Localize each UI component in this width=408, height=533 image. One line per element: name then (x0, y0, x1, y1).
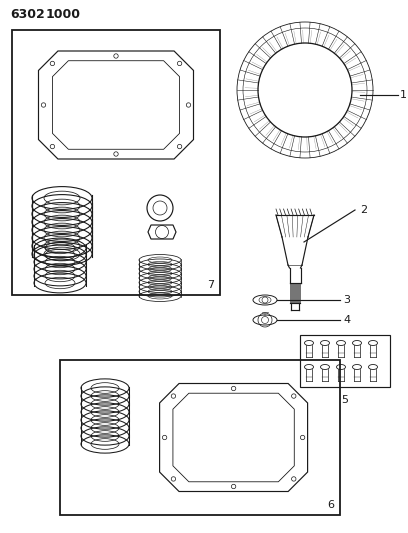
Text: 7: 7 (207, 280, 214, 290)
Bar (60, 360, 340, 515)
Text: 6: 6 (327, 500, 334, 510)
Text: 2: 2 (360, 205, 367, 215)
Text: 6302: 6302 (10, 7, 45, 20)
Text: 1000: 1000 (46, 7, 81, 20)
Text: 5: 5 (341, 395, 348, 405)
Text: 1: 1 (400, 90, 407, 100)
Text: 3: 3 (343, 295, 350, 305)
Bar (12, 30, 220, 295)
Text: 4: 4 (343, 315, 350, 325)
Bar (300, 335, 390, 387)
